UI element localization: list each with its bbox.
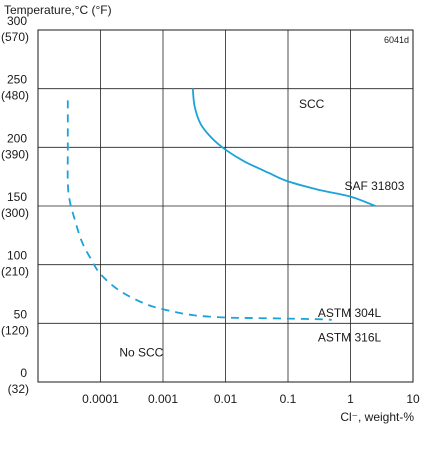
y-tick-label-fahrenheit: (210) xyxy=(1,265,29,279)
y-axis-label: Temperature,°C (°F) xyxy=(4,3,112,17)
x-axis-label: Cl⁻, weight-% xyxy=(340,410,414,424)
annotation-label: ASTM 316L xyxy=(318,330,382,344)
series-line xyxy=(191,88,376,207)
y-tick-label-fahrenheit: (32) xyxy=(8,382,29,396)
annotations: SCC No SCC SAF 31803 ASTM 304L ASTM 316L xyxy=(119,97,404,360)
y-tick-labels: 0 (32) 50 (120) 100 (210) 150 (300) 200 (390) 250 (… xyxy=(1,14,29,396)
annotation-label: SCC xyxy=(299,97,325,111)
y-tick-label-celsius: 250 xyxy=(7,73,27,87)
y-tick-label-fahrenheit: (300) xyxy=(1,206,29,220)
series-line xyxy=(66,100,332,321)
series-layer xyxy=(66,88,376,321)
annotation-label: No SCC xyxy=(119,346,163,360)
y-tick-label-fahrenheit: (480) xyxy=(1,89,29,103)
x-tick-label: 0.1 xyxy=(280,392,297,406)
y-tick-label-celsius: 200 xyxy=(7,131,27,145)
x-tick-label: 0.0001 xyxy=(82,392,119,406)
x-tick-label: 1 xyxy=(347,392,354,406)
y-tick-label-celsius: 50 xyxy=(14,307,28,321)
y-tick-label-fahrenheit: (390) xyxy=(1,147,29,161)
grid xyxy=(38,29,414,383)
plot-area xyxy=(37,29,414,383)
y-tick-label-celsius: 150 xyxy=(7,190,27,204)
x-tick-label: 0.01 xyxy=(214,392,238,406)
annotation-label: ASTM 304L xyxy=(318,306,382,320)
x-tick-label: 0.001 xyxy=(148,392,178,406)
figure-code: 6041d xyxy=(384,35,409,45)
y-tick-label-celsius: 100 xyxy=(7,249,27,263)
y-tick-label-fahrenheit: (570) xyxy=(1,30,29,44)
y-tick-label-fahrenheit: (120) xyxy=(1,323,29,337)
x-tick-labels: 0.0001 0.001 0.01 0.1 1 10 xyxy=(82,392,420,406)
y-tick-label-celsius: 0 xyxy=(20,366,27,380)
x-tick-label: 10 xyxy=(406,392,420,406)
annotation-label: SAF 31803 xyxy=(344,179,404,193)
y-tick-label-celsius: 300 xyxy=(7,14,27,28)
